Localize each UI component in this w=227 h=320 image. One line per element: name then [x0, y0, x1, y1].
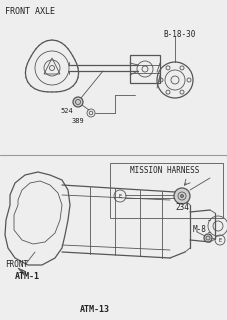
Text: E: E [118, 194, 121, 198]
Bar [129, 55, 159, 83]
Polygon shape [18, 268, 26, 275]
Circle shape [73, 97, 83, 107]
Text: M-8: M-8 [192, 225, 206, 234]
Text: B-18-30: B-18-30 [162, 30, 195, 39]
Circle shape [203, 234, 211, 242]
Text: FRONT: FRONT [5, 260, 28, 269]
Circle shape [173, 188, 189, 204]
Text: ATM-1: ATM-1 [15, 272, 40, 281]
Text: ATM-13: ATM-13 [80, 305, 109, 314]
Text: 389: 389 [72, 118, 84, 124]
Text: E: E [217, 237, 221, 243]
Text: 234: 234 [174, 203, 188, 212]
Text: FRONT AXLE: FRONT AXLE [5, 7, 55, 16]
Text: MISSION HARNESS: MISSION HARNESS [129, 166, 198, 175]
Text: 524: 524 [60, 108, 72, 114]
Circle shape [180, 195, 183, 197]
Bar [109, 163, 222, 218]
